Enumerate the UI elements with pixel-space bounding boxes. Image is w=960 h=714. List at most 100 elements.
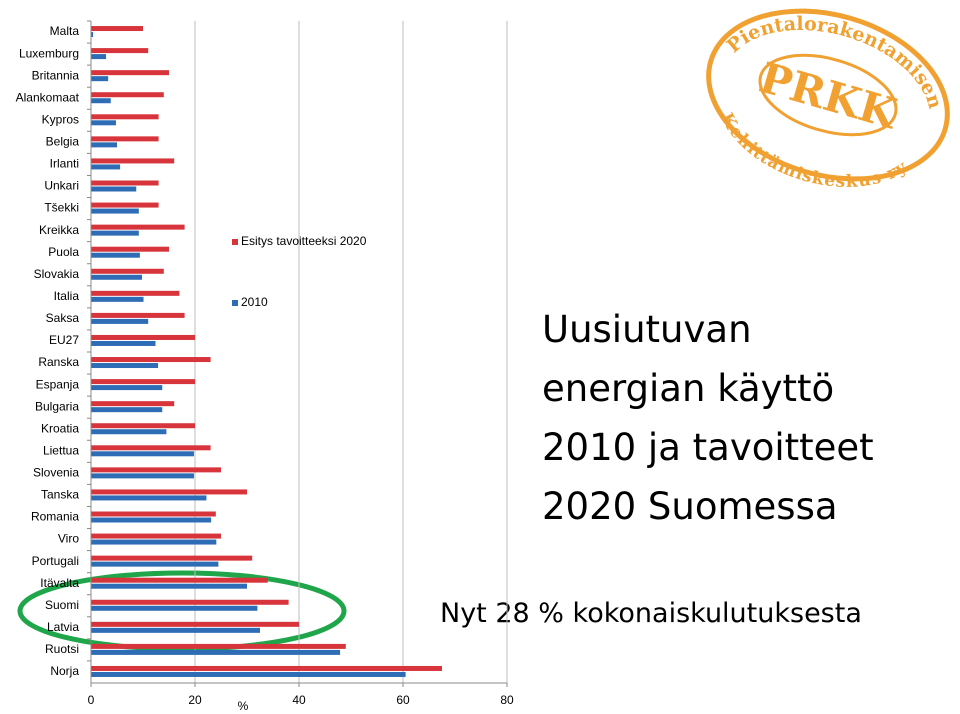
bar [91, 92, 164, 98]
bar [91, 224, 185, 230]
y-tick-label: Suomi [45, 598, 79, 612]
y-tick-label: Alankomaat [16, 90, 80, 104]
bar [91, 467, 221, 473]
bar [91, 70, 169, 76]
bar [91, 26, 143, 32]
bar [91, 671, 406, 677]
bar [91, 649, 341, 655]
bar [91, 120, 116, 126]
logo-initials: PRKK [754, 53, 903, 139]
y-tick-label: Romania [31, 510, 79, 524]
y-tick-label: Irlanti [50, 157, 79, 171]
bar [91, 340, 156, 346]
y-tick-label: Bulgaria [35, 399, 79, 413]
highlight-ellipse [17, 570, 347, 652]
bar [91, 643, 346, 649]
title-line: Uusiutuvan [542, 308, 752, 351]
y-tick-label: Tanska [41, 488, 79, 502]
bar [91, 423, 195, 429]
bar [91, 164, 121, 170]
bar [91, 429, 167, 435]
y-tick-label: Tšekki [44, 201, 79, 215]
bar [91, 621, 299, 627]
bar [91, 533, 221, 539]
bar [91, 555, 253, 561]
bar [91, 48, 149, 54]
bar [91, 252, 140, 258]
bar [91, 274, 142, 280]
bar [91, 290, 180, 296]
bar [91, 577, 268, 583]
bar [91, 561, 219, 567]
bar [91, 158, 175, 164]
bar [91, 605, 258, 611]
bar [91, 445, 211, 451]
bar [91, 186, 137, 192]
x-tick-label: 80 [500, 693, 514, 707]
bar [91, 246, 169, 252]
chart: 0 20 40 60 80% Malta Luxemburg Britannia Alankom… [16, 20, 514, 713]
bar [91, 142, 117, 148]
title-block: Uusiutuvan energian käyttö 2010 ja tavoitt… [542, 308, 874, 528]
bar [91, 363, 159, 369]
x-axis-label: % [238, 699, 249, 713]
legend-swatch [232, 300, 238, 306]
y-tick-label: Luxemburg [19, 46, 79, 60]
y-tick-label: Kreikka [39, 223, 79, 237]
y-tick-label: Kroatia [41, 421, 79, 435]
legend-swatch [232, 239, 238, 245]
y-tick-label: Portugali [32, 554, 79, 568]
bar [91, 98, 111, 104]
y-tick-label: Britannia [32, 68, 80, 82]
y-tick-label: Latvia [47, 620, 79, 634]
bar [91, 517, 212, 523]
bar [91, 318, 149, 324]
y-tick-label: Ranska [38, 355, 79, 369]
x-tick-label: 40 [292, 693, 306, 707]
x-tick-label: 20 [188, 693, 202, 707]
legend-label: 2010 [241, 295, 268, 309]
y-tick-label: Liettua [43, 443, 79, 457]
y-tick-label: Itävalta [40, 576, 79, 590]
y-tick-label: Malta [50, 24, 80, 38]
bar [91, 208, 139, 214]
y-tick-label: Slovakia [34, 267, 80, 281]
y-tick-label: Belgia [46, 135, 80, 149]
bar [91, 385, 163, 391]
x-tick-label: 0 [88, 693, 95, 707]
y-tick-label: Ruotsi [45, 642, 79, 656]
bar [91, 312, 185, 318]
bar [91, 539, 217, 545]
title-line: 2010 ja tavoitteet [542, 426, 874, 469]
bar [91, 230, 139, 236]
bar [91, 268, 164, 274]
bar [91, 451, 194, 457]
y-tick-label: Unkari [44, 179, 79, 193]
bar [91, 54, 107, 60]
bar [91, 379, 195, 385]
bar [91, 665, 442, 671]
bar [91, 136, 159, 142]
y-tick-label: Italia [54, 289, 80, 303]
title-line: energian käyttö [542, 367, 834, 410]
bar [91, 473, 194, 479]
bar [91, 32, 94, 38]
bar [91, 627, 260, 633]
y-tick-label: Viro [58, 532, 79, 546]
logo: Pientalorakentamisen Kehittämiskeskus ry… [705, 0, 960, 213]
bar [91, 357, 211, 363]
bar [91, 599, 289, 605]
y-tick-label: Norja [50, 664, 79, 678]
bar [91, 334, 195, 340]
logo-inner-ring [758, 53, 898, 137]
bar [91, 583, 247, 589]
legend-label: Esitys tavoitteeksi 2020 [241, 234, 367, 248]
y-tick-label: EU27 [49, 333, 79, 347]
x-tick-label: 60 [396, 693, 410, 707]
note: Nyt 28 % kokonaiskulutuksesta [440, 598, 862, 629]
bar [91, 401, 175, 407]
bar [91, 495, 207, 501]
bar [91, 511, 216, 517]
bar [91, 407, 163, 413]
